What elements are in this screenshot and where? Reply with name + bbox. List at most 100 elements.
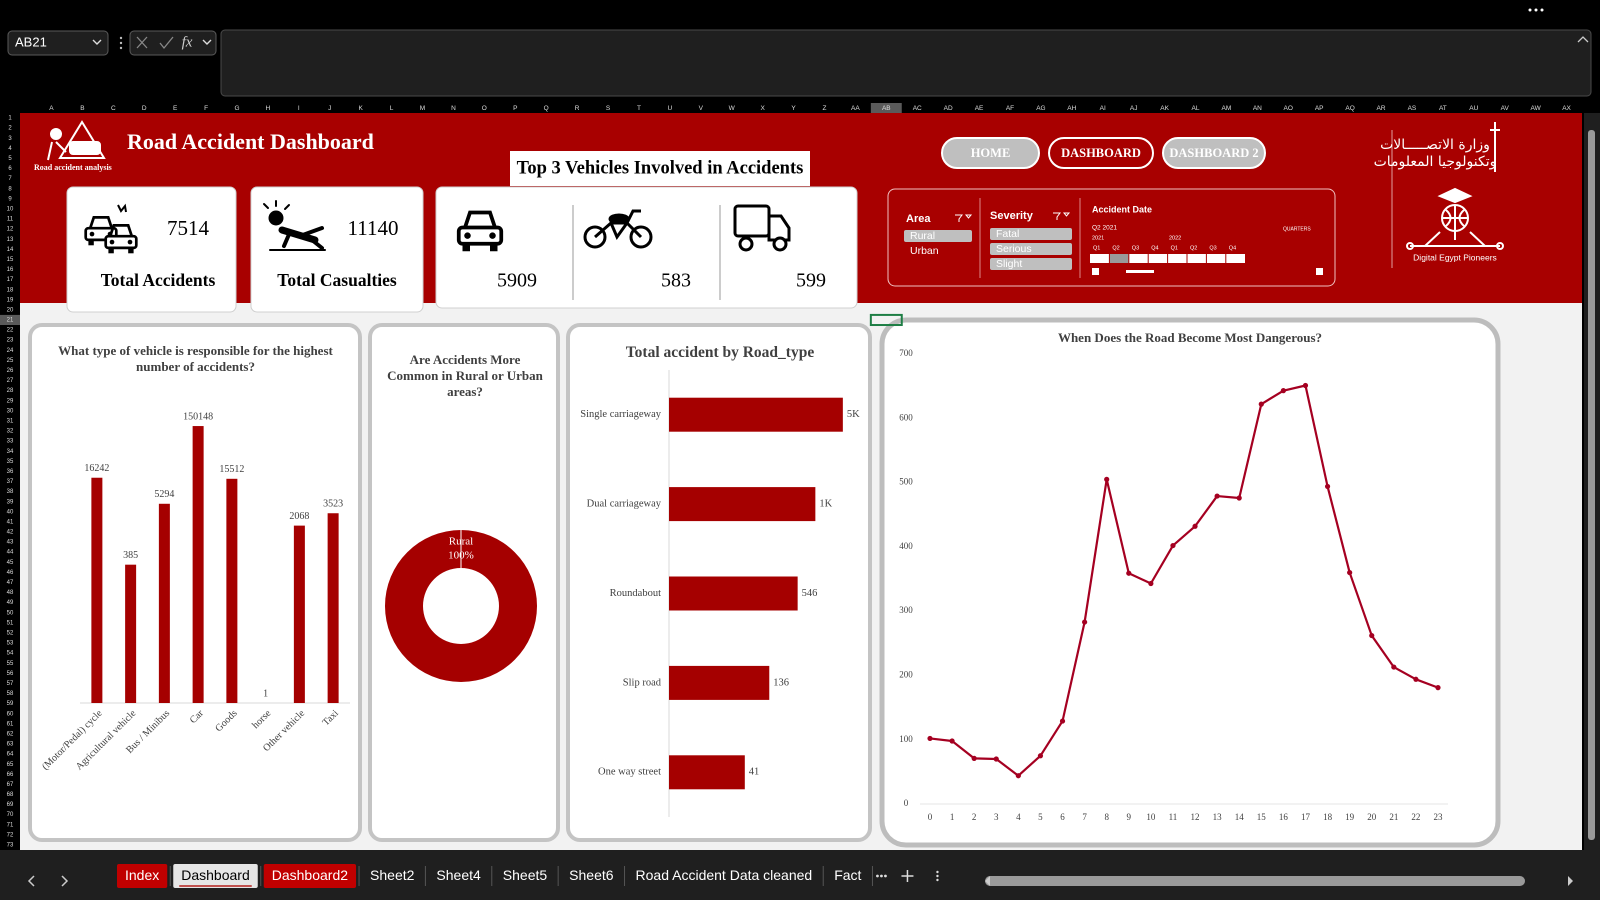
timeline-arrow[interactable] xyxy=(1092,268,1099,275)
column-header[interactable]: Q xyxy=(544,105,549,112)
slicer-item-label[interactable]: Slight xyxy=(996,258,1022,270)
row-header[interactable]: 3 xyxy=(8,136,12,142)
slicer-filter-icon[interactable] xyxy=(955,214,973,222)
sheet-tab[interactable]: Sheet2 xyxy=(362,864,422,888)
sheet-tab-label[interactable]: Sheet5 xyxy=(503,867,548,883)
column-header[interactable]: AC xyxy=(913,105,922,112)
row-header[interactable]: 66 xyxy=(7,772,14,778)
row-header[interactable]: 55 xyxy=(7,661,14,667)
row-header[interactable]: 11 xyxy=(7,217,14,223)
sheet-tab[interactable]: Sheet6 xyxy=(561,864,621,888)
slicer-item-label[interactable]: Rural xyxy=(910,230,935,242)
slicer-item[interactable] xyxy=(904,230,972,242)
column-header[interactable]: K xyxy=(358,105,363,112)
more-tabs-dot[interactable] xyxy=(880,874,883,878)
column-header[interactable]: E xyxy=(173,105,178,112)
column-header[interactable]: S xyxy=(606,105,611,112)
row-header[interactable]: 24 xyxy=(7,348,14,354)
column-header[interactable]: AM xyxy=(1222,105,1232,112)
formula-input[interactable] xyxy=(220,29,1592,97)
row-header[interactable]: 60 xyxy=(7,711,14,717)
row-header[interactable]: 31 xyxy=(7,419,14,425)
name-box[interactable] xyxy=(7,30,109,56)
sheet-tab-label[interactable]: Dashboard xyxy=(181,867,250,883)
column-header[interactable]: C xyxy=(111,105,116,112)
row-header[interactable]: 37 xyxy=(7,479,14,485)
name-box-dropdown[interactable] xyxy=(92,39,102,45)
row-header[interactable]: 68 xyxy=(7,792,14,798)
slicer-item-label[interactable]: Urban xyxy=(910,245,939,257)
row-header[interactable]: 12 xyxy=(7,227,14,233)
column-header[interactable]: F xyxy=(204,105,208,112)
column-header[interactable]: O xyxy=(482,105,487,112)
row-header[interactable]: 67 xyxy=(7,782,14,788)
column-header[interactable]: AL xyxy=(1192,105,1200,112)
row-header[interactable]: 73 xyxy=(7,843,14,849)
sheet-tab-label[interactable]: Sheet4 xyxy=(436,867,481,883)
column-header[interactable]: AO xyxy=(1284,105,1293,112)
row-header[interactable]: 10 xyxy=(7,206,14,212)
column-header[interactable]: AQ xyxy=(1345,105,1354,112)
slicer-item[interactable] xyxy=(990,258,1072,270)
cancel-button[interactable] xyxy=(136,36,148,49)
row-header[interactable]: 58 xyxy=(7,691,14,697)
row-header[interactable]: 65 xyxy=(7,762,14,768)
timeline-arrow[interactable] xyxy=(1316,268,1323,275)
sheet-tab-label[interactable]: Road Accident Data cleaned xyxy=(636,867,813,883)
tab-menu-dot[interactable] xyxy=(936,874,939,878)
column-header[interactable]: AE xyxy=(975,105,984,112)
row-header[interactable]: 61 xyxy=(7,721,14,727)
row-header[interactable]: 1 xyxy=(8,116,12,122)
horizontal-scroll-thumb[interactable] xyxy=(985,876,1525,886)
sheet-tab-label[interactable]: Index xyxy=(125,867,159,883)
column-header[interactable]: N xyxy=(451,105,456,112)
row-header[interactable]: 16 xyxy=(7,267,14,273)
row-header[interactable]: 29 xyxy=(7,398,14,404)
row-header[interactable]: 6 xyxy=(8,166,12,172)
column-header[interactable]: AJ xyxy=(1130,105,1138,112)
row-header[interactable]: 25 xyxy=(7,358,14,364)
sheet-tab-label[interactable]: Sheet2 xyxy=(370,867,415,883)
row-header[interactable]: 69 xyxy=(7,802,14,808)
row-header[interactable]: 39 xyxy=(7,499,14,505)
nav-button-label[interactable]: HOME xyxy=(971,146,1011,160)
row-header[interactable]: 34 xyxy=(7,449,14,455)
column-header[interactable]: H xyxy=(266,105,271,112)
more-tabs-dot[interactable] xyxy=(876,874,879,878)
row-header[interactable]: 44 xyxy=(7,550,14,556)
sheet-tab-bg[interactable] xyxy=(173,864,258,888)
nav-button-label[interactable]: DASHBOARD xyxy=(1061,146,1141,160)
row-header[interactable]: 47 xyxy=(7,580,14,586)
scroll-thumb[interactable] xyxy=(1588,130,1595,840)
row-header[interactable]: 7 xyxy=(8,176,12,182)
column-header[interactable]: AA xyxy=(851,105,860,112)
column-header[interactable]: AF xyxy=(1006,105,1014,112)
sheet-tab-label[interactable]: Sheet6 xyxy=(569,867,614,883)
column-header[interactable]: T xyxy=(637,105,641,112)
sheet-tab[interactable]: Sheet4 xyxy=(428,864,488,888)
row-header[interactable]: 17 xyxy=(7,277,14,283)
row-header[interactable]: 41 xyxy=(7,519,14,525)
tab-menu-dot[interactable] xyxy=(936,870,939,874)
row-header[interactable]: 27 xyxy=(7,378,14,384)
sheet-tab-bg[interactable] xyxy=(263,864,357,888)
sheet-tab[interactable]: Road Accident Data cleaned xyxy=(628,864,821,888)
row-header[interactable]: 57 xyxy=(7,681,14,687)
sheet-tab-label[interactable]: Dashboard2 xyxy=(272,867,348,883)
column-header[interactable]: P xyxy=(513,105,517,112)
row-header[interactable]: 18 xyxy=(7,287,14,293)
tab-menu-dot[interactable] xyxy=(936,878,939,882)
nav-button-label[interactable]: DASHBOARD 2 xyxy=(1169,146,1258,160)
row-header[interactable]: 38 xyxy=(7,489,14,495)
active-cell[interactable] xyxy=(869,313,903,327)
slicer-item[interactable] xyxy=(990,228,1072,240)
tab-scroll-left[interactable] xyxy=(27,875,35,887)
row-header[interactable]: 72 xyxy=(7,832,14,838)
row-header[interactable]: 32 xyxy=(7,429,14,435)
column-header[interactable]: AB xyxy=(882,105,891,112)
row-header[interactable]: 42 xyxy=(7,530,14,536)
row-header[interactable]: 46 xyxy=(7,570,14,576)
column-header[interactable]: AG xyxy=(1036,105,1045,112)
column-header[interactable]: J xyxy=(328,105,331,112)
row-header[interactable]: 54 xyxy=(7,651,14,657)
